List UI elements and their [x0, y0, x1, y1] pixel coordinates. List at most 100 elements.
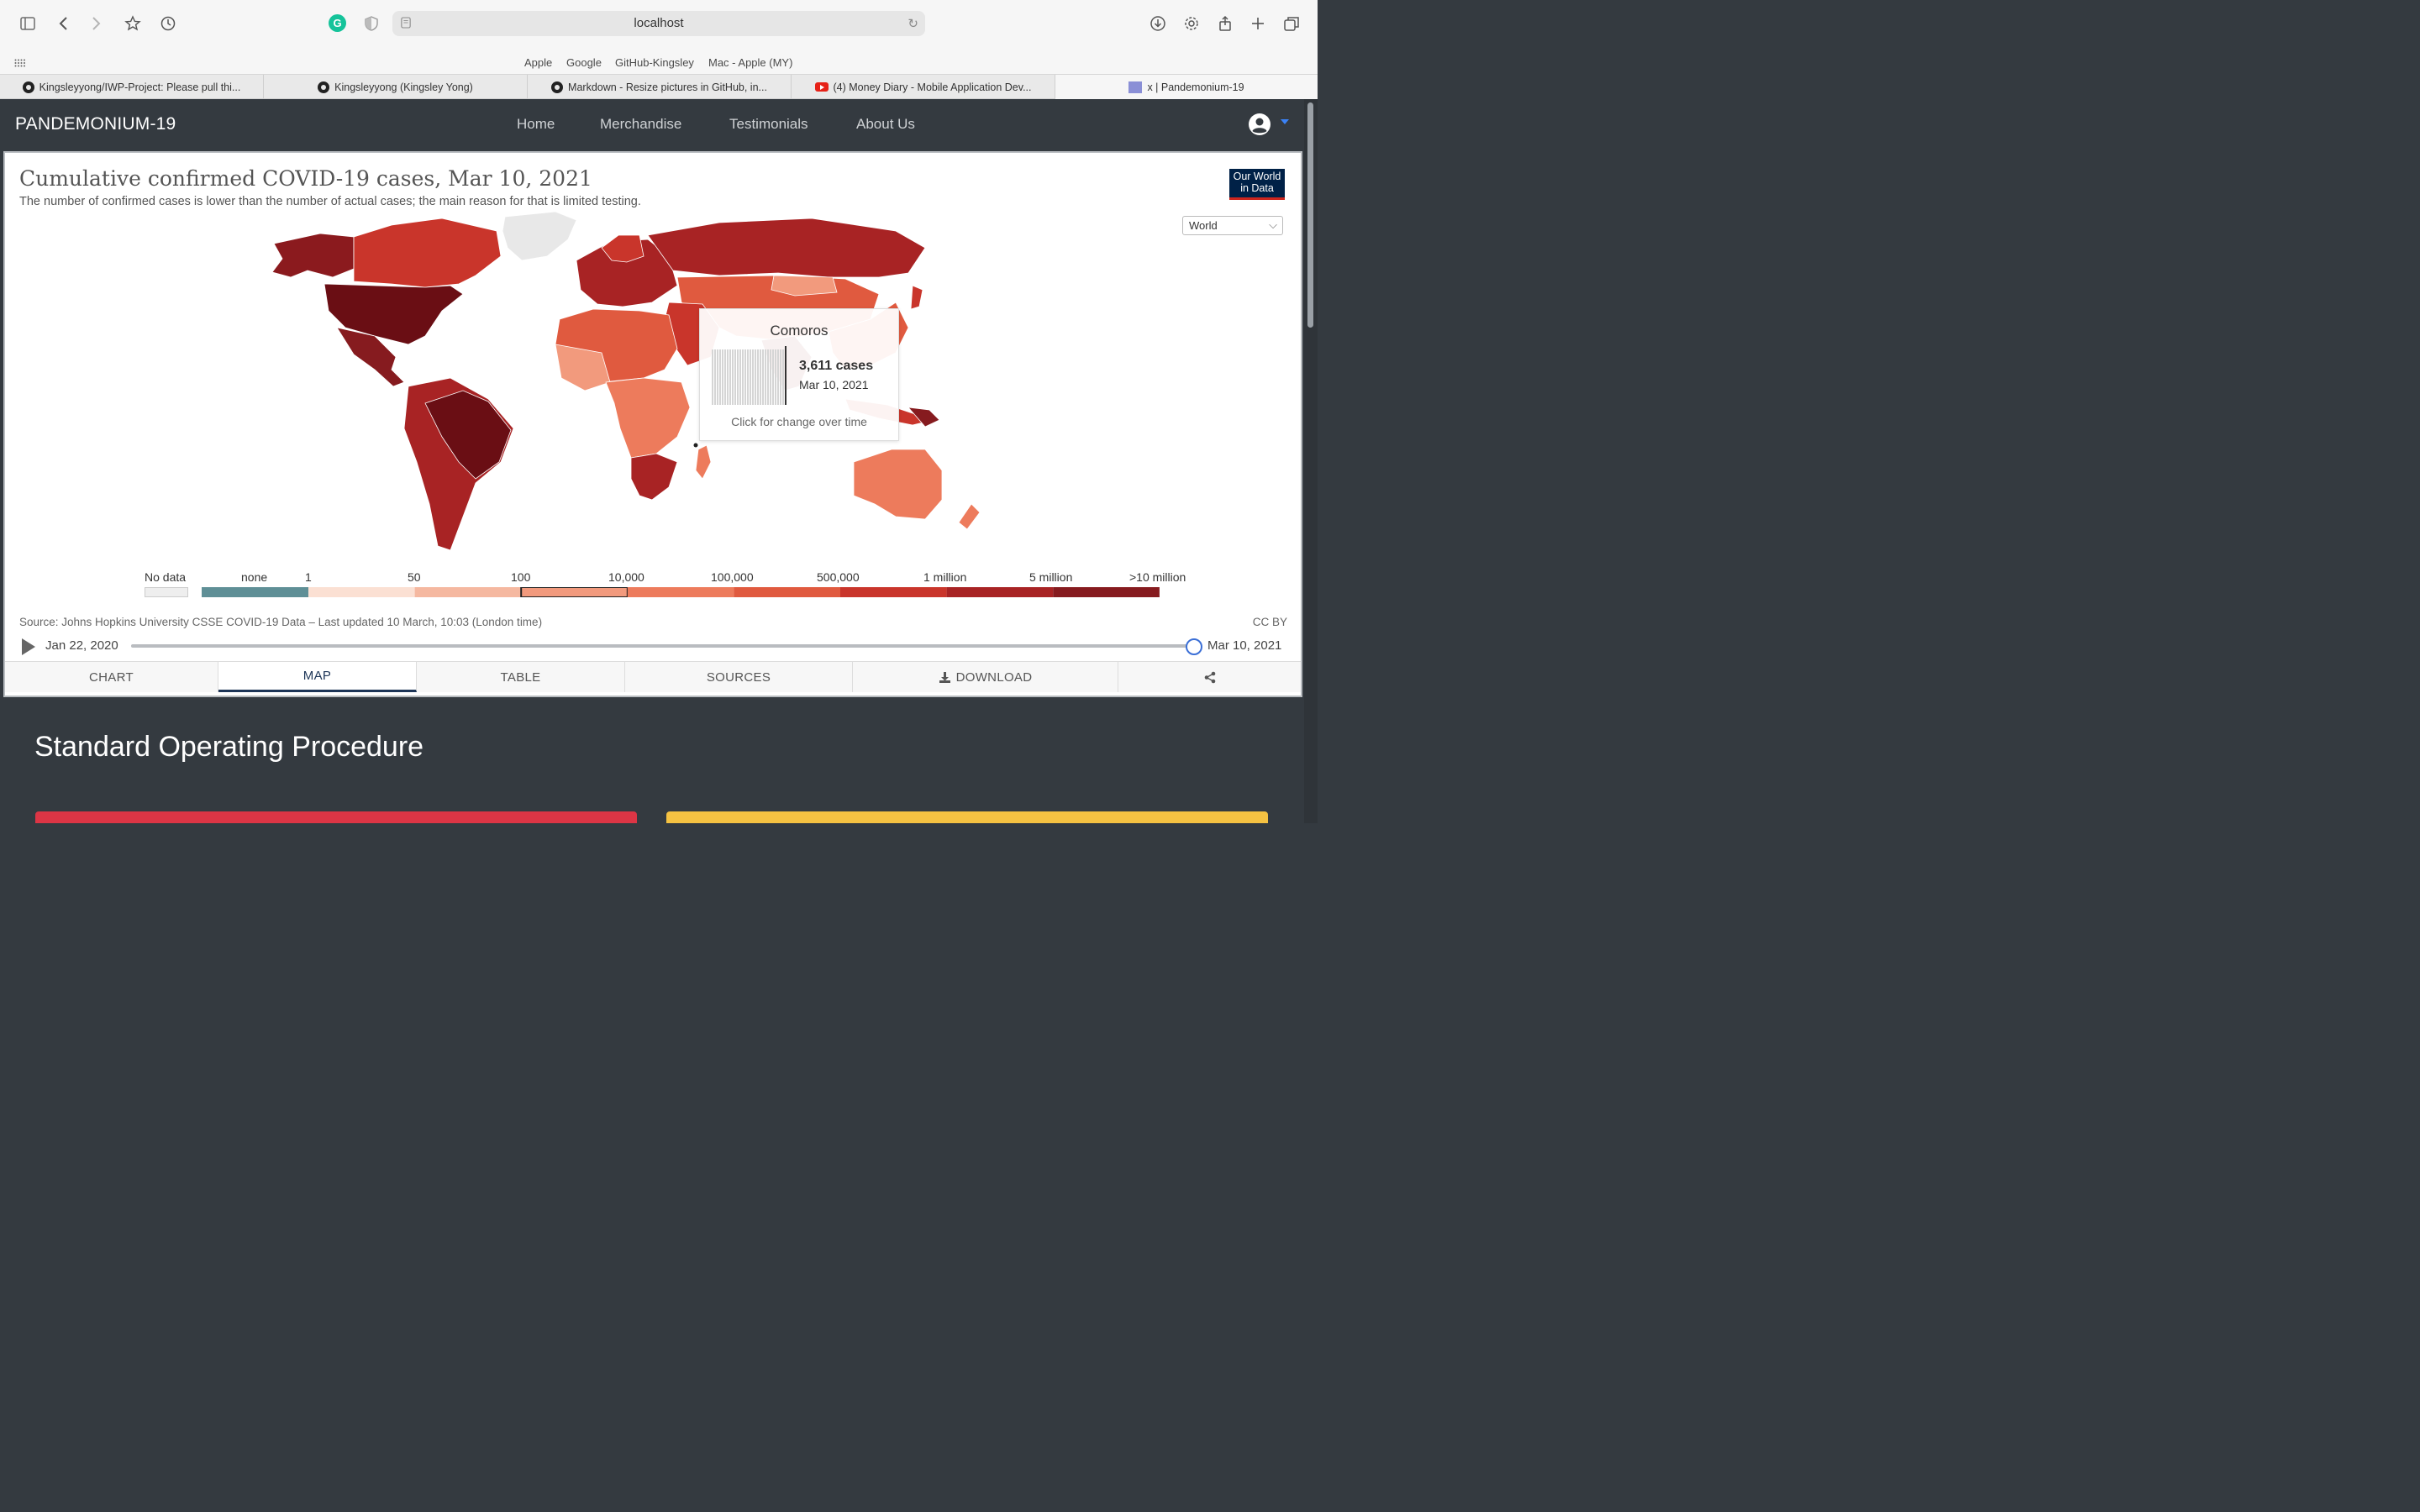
- browser-tab[interactable]: (4) Money Diary - Mobile Application Dev…: [792, 75, 1055, 99]
- region-mongolia: [771, 275, 838, 297]
- browser-tab-strip: Kingsleyyong/IWP-Project: Please pull th…: [0, 74, 1318, 99]
- legend-swatch[interactable]: [1053, 587, 1160, 597]
- address-bar[interactable]: localhost ↻: [392, 11, 925, 36]
- browser-tab[interactable]: Kingsleyyong/IWP-Project: Please pull th…: [0, 75, 264, 99]
- sparkline-bar: [744, 349, 746, 405]
- share-icon[interactable]: [1213, 12, 1237, 35]
- legend-swatch[interactable]: [627, 587, 734, 597]
- sparkline-bar: [729, 349, 731, 405]
- browser-tab[interactable]: Markdown - Resize pictures in GitHub, in…: [528, 75, 792, 99]
- favorite-link[interactable]: Google: [566, 56, 602, 69]
- tab-label: MAP: [302, 669, 332, 683]
- nav-home[interactable]: Home: [517, 116, 555, 132]
- browser-tab-active[interactable]: x | Pandemonium-19: [1055, 75, 1318, 99]
- browser-tab-label: Kingsleyyong/IWP-Project: Please pull th…: [39, 81, 241, 93]
- sidebar-toggle-icon[interactable]: [16, 12, 39, 35]
- legend-tick-label: 50: [408, 570, 421, 584]
- sparkline-bar: [722, 349, 723, 405]
- chart-source[interactable]: Source: Johns Hopkins University CSSE CO…: [19, 616, 543, 628]
- owid-logo[interactable]: Our World in Data: [1229, 169, 1285, 200]
- timeline-start-label[interactable]: Jan 22, 2020: [45, 638, 118, 653]
- region-africa-south: [630, 453, 678, 501]
- sop-card-yellow: [666, 811, 1268, 823]
- legend-color-scale[interactable]: [202, 587, 1160, 597]
- legend-swatch[interactable]: [308, 587, 415, 597]
- grid-apps-icon[interactable]: [14, 56, 26, 67]
- sparkline-bar: [767, 349, 769, 405]
- downloads-icon[interactable]: [1146, 12, 1170, 35]
- tab-download[interactable]: DOWNLOAD: [853, 662, 1118, 692]
- legend-no-data-swatch[interactable]: [145, 587, 188, 597]
- region-mexico: [336, 327, 405, 387]
- page-info-icon[interactable]: [401, 17, 411, 33]
- sop-card-red: [35, 811, 637, 823]
- region-select-value: World: [1189, 219, 1218, 232]
- tab-sources[interactable]: SOURCES: [625, 662, 853, 692]
- play-icon[interactable]: [22, 638, 35, 655]
- bookmark-star-icon[interactable]: [121, 12, 145, 35]
- tab-label: DOWNLOAD: [955, 669, 1033, 685]
- privacy-shield-icon[interactable]: [360, 12, 383, 35]
- region-select[interactable]: World ⌵: [1182, 216, 1283, 235]
- grammarly-extension-icon[interactable]: G: [329, 14, 346, 32]
- legend-swatch[interactable]: [840, 587, 947, 597]
- browser-tab-label: (4) Money Diary - Mobile Application Dev…: [833, 81, 1032, 93]
- region-new-zealand: [958, 503, 981, 530]
- nav-about-us[interactable]: About Us: [856, 116, 915, 132]
- reload-icon[interactable]: ↻: [908, 17, 918, 31]
- share-button[interactable]: [1118, 662, 1301, 692]
- legend-swatch[interactable]: [414, 587, 522, 597]
- legend-tick-label: 5 million: [1029, 570, 1073, 584]
- tooltip-hint: Click for change over time: [731, 415, 867, 428]
- owid-chart-embed: Cumulative confirmed COVID-19 cases, Mar…: [3, 151, 1302, 697]
- user-account-icon[interactable]: [1248, 113, 1271, 136]
- chevron-down-icon: ⌵: [1269, 218, 1277, 231]
- forward-icon[interactable]: [84, 12, 108, 35]
- page-scrollbar-thumb[interactable]: [1307, 102, 1313, 328]
- tab-overview-icon[interactable]: [1280, 12, 1303, 35]
- legend-tick-label: 100: [511, 570, 531, 584]
- legend-tick-label: 1: [305, 570, 312, 584]
- legend-tick-label: 500,000: [817, 570, 860, 584]
- github-icon: [318, 81, 330, 93]
- nav-testimonials[interactable]: Testimonials: [729, 116, 808, 132]
- favorite-link[interactable]: GitHub-Kingsley: [615, 56, 694, 69]
- tooltip-sparkline: [712, 346, 786, 405]
- sparkline-bar: [712, 349, 713, 405]
- sparkline-bar: [737, 349, 739, 405]
- legend-swatch[interactable]: [202, 587, 308, 597]
- sparkline-bar: [780, 349, 781, 405]
- timeline-end-label[interactable]: Mar 10, 2021: [1207, 638, 1282, 653]
- nav-merchandise[interactable]: Merchandise: [600, 116, 682, 132]
- sparkline-bar: [755, 349, 756, 405]
- chart-license[interactable]: CC BY: [1252, 616, 1287, 628]
- sparkline-bar: [719, 349, 721, 405]
- favorite-link[interactable]: Mac - Apple (MY): [708, 56, 793, 69]
- tab-table[interactable]: TABLE: [417, 662, 625, 692]
- github-icon: [22, 81, 34, 93]
- tab-map[interactable]: MAP: [218, 662, 417, 692]
- legend-swatch[interactable]: [734, 587, 840, 597]
- legend-swatch[interactable]: [520, 587, 629, 597]
- settings-gear-icon[interactable]: [1180, 12, 1203, 35]
- sparkline-bar: [765, 349, 766, 405]
- new-tab-plus-icon[interactable]: [1246, 12, 1270, 35]
- tab-label: SOURCES: [706, 669, 771, 685]
- timeline-slider[interactable]: [131, 644, 1194, 648]
- history-clock-icon[interactable]: [156, 12, 180, 35]
- user-dropdown-caret-icon[interactable]: [1281, 119, 1289, 124]
- youtube-icon: [814, 82, 829, 92]
- sparkline-bar: [757, 349, 759, 405]
- legend-no-data-label: No data: [145, 570, 187, 584]
- tab-chart[interactable]: CHART: [5, 662, 218, 692]
- favorite-link[interactable]: Apple: [524, 56, 553, 69]
- browser-tab[interactable]: Kingsleyyong (Kingsley Yong): [264, 75, 528, 99]
- timeline-slider-handle[interactable]: [1186, 638, 1202, 655]
- section-title: Standard Operating Procedure: [34, 731, 424, 763]
- region-brazil: [424, 390, 512, 480]
- site-brand[interactable]: PANDEMONIUM-19: [15, 114, 176, 134]
- chart-subtitle: The number of confirmed cases is lower t…: [19, 195, 641, 208]
- back-icon[interactable]: [52, 12, 76, 35]
- legend-swatch[interactable]: [946, 587, 1054, 597]
- browser-tab-label: Markdown - Resize pictures in GitHub, in…: [568, 81, 767, 93]
